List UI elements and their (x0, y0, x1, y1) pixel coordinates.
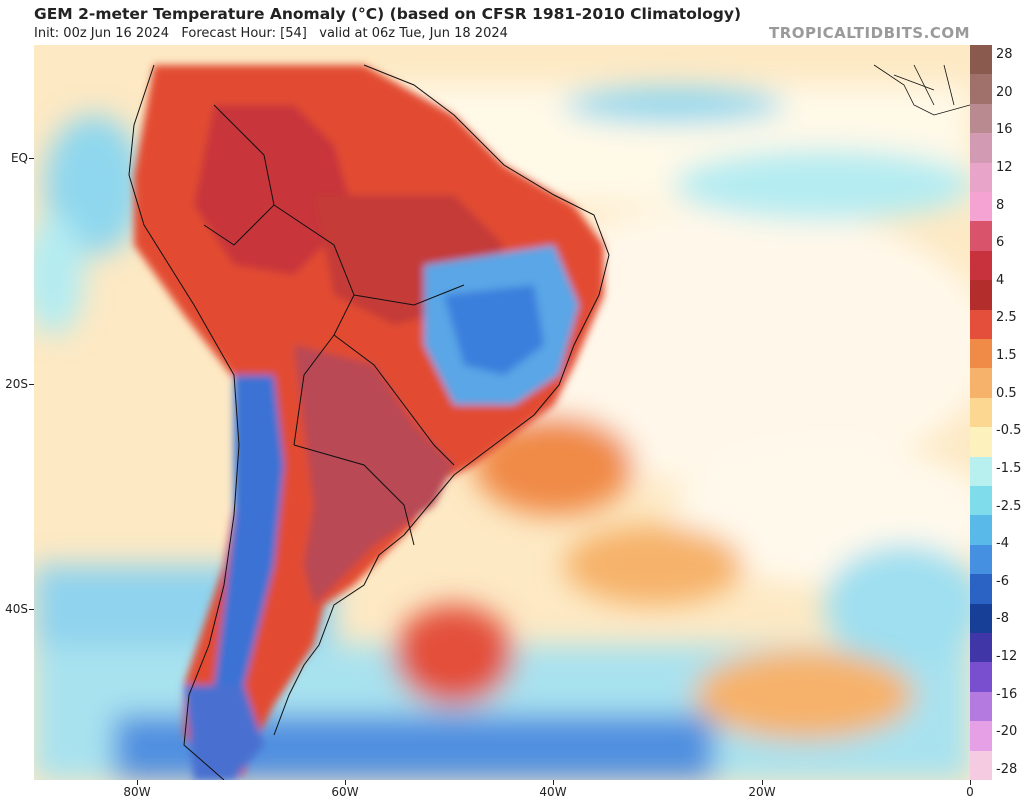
colorbar-label: -16 (996, 686, 1018, 702)
colorbar-swatch (970, 662, 992, 693)
colorbar-swatch (970, 368, 992, 399)
colorbar-label: -28 (996, 762, 1018, 777)
colorbar-label: -4 (996, 536, 1009, 552)
colorbar-swatch (970, 633, 992, 663)
colorbar-label: -2.5 (996, 498, 1022, 514)
colorbar-swatch (970, 74, 992, 105)
colorbar-label: 2.5 (996, 310, 1017, 326)
lon-tick (345, 780, 346, 785)
colorbar-swatch (970, 397, 992, 428)
lat-label-eq: EQ (10, 151, 28, 165)
lon-label-80w: 80W (123, 785, 151, 799)
colorbar-swatch (970, 750, 992, 781)
lat-tick (29, 609, 34, 610)
colorbar-label: 6 (996, 235, 1005, 251)
colorbar-swatch (970, 133, 992, 164)
colorbar-label: 4 (996, 272, 1005, 288)
colorbar-swatch (970, 691, 992, 722)
run-info: Init: 00z Jun 16 2024 Forecast Hour: [54… (34, 26, 508, 41)
colorbar-swatch (970, 515, 992, 546)
lon-label-40w: 40W (539, 785, 567, 799)
lon-tick (137, 780, 138, 785)
colorbar-swatch (970, 339, 992, 369)
colorbar-swatch (970, 103, 992, 134)
colorbar-label: -20 (996, 724, 1018, 740)
colorbar-swatch (970, 603, 992, 634)
lon-label-60w: 60W (331, 785, 359, 799)
colorbar-swatch (970, 221, 992, 252)
colorbar-swatch (970, 486, 992, 516)
colorbar-label: 20 (996, 84, 1013, 100)
valid-time: valid at 06z Tue, Jun 18 2024 (319, 26, 508, 41)
colorbar-swatch (970, 162, 992, 193)
colorbar-swatch (970, 544, 992, 575)
colorbar-label: 0.5 (996, 385, 1017, 401)
lat-label-40s: 40S (5, 602, 28, 616)
lon-tick (970, 780, 971, 785)
colorbar-swatch (970, 45, 992, 75)
lon-label-0: 0 (966, 785, 974, 799)
colorbar-label: 1.5 (996, 348, 1017, 364)
lon-tick (553, 780, 554, 785)
chart-title: GEM 2-meter Temperature Anomaly (°C) (ba… (34, 5, 742, 23)
lat-tick (29, 158, 34, 159)
init-time: Init: 00z Jun 16 2024 (34, 26, 169, 41)
colorbar-swatch (970, 574, 992, 605)
site-brand[interactable]: TROPICALTIDBITS.COM (769, 24, 970, 42)
colorbar-label: -1.5 (996, 460, 1022, 476)
colorbar-swatch (970, 721, 992, 752)
lon-label-20w: 20W (748, 785, 776, 799)
lon-tick (762, 780, 763, 785)
anomaly-map (34, 45, 970, 780)
lat-label-20s: 20S (5, 377, 28, 391)
colorbar-label: -0.5 (996, 423, 1022, 439)
colorbar-label: -6 (996, 573, 1009, 589)
colorbar-swatch (970, 192, 992, 222)
colorbar-label: 12 (996, 159, 1013, 175)
colorbar-label: 16 (996, 122, 1013, 138)
colorbar-label: -8 (996, 611, 1009, 627)
colorbar-swatch (970, 309, 992, 340)
colorbar-swatch (970, 427, 992, 458)
colorbar-label: 8 (996, 197, 1005, 213)
colorbar-swatch (970, 280, 992, 311)
forecast-hour: Forecast Hour: [54] (181, 26, 307, 41)
colorbar-label: -12 (996, 649, 1018, 665)
colorbar-swatch (970, 250, 992, 281)
colorbar-label: 28 (996, 47, 1013, 62)
lat-tick (29, 384, 34, 385)
colorbar-swatch (970, 456, 992, 487)
